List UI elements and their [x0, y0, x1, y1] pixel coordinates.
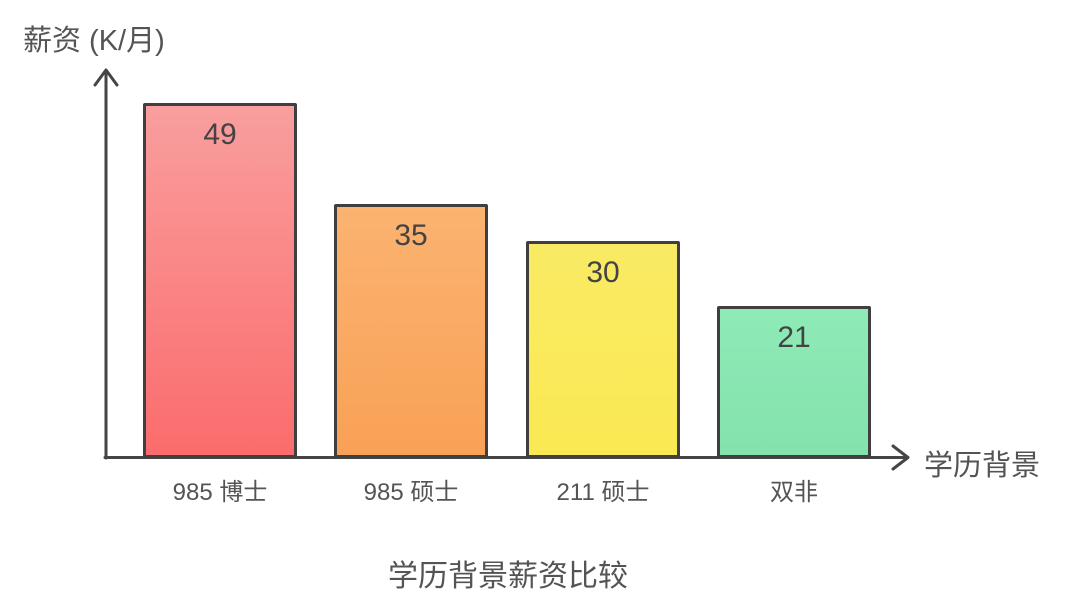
bar: 30 [526, 241, 680, 458]
category-label: 211 硕士 [556, 479, 650, 506]
chart-title: 学历背景薪资比较 [388, 560, 628, 593]
bar: 35 [334, 204, 488, 458]
category-label: 双非 [770, 479, 818, 506]
bar-value-label: 30 [586, 256, 620, 289]
category-label: 985 硕士 [363, 479, 459, 506]
bar: 21 [717, 306, 871, 458]
bar: 49 [143, 103, 297, 458]
y-axis-arrow-icon [93, 68, 119, 87]
bar-value-label: 49 [203, 118, 237, 151]
x-axis-arrow-icon [891, 444, 910, 471]
x-axis-label: 学历背景 [924, 450, 1041, 482]
y-axis-label: 薪资 (K/月) [23, 25, 165, 57]
bar-value-label: 21 [777, 321, 811, 354]
bar-value-label: 35 [394, 219, 428, 252]
category-label: 985 博士 [172, 479, 268, 506]
